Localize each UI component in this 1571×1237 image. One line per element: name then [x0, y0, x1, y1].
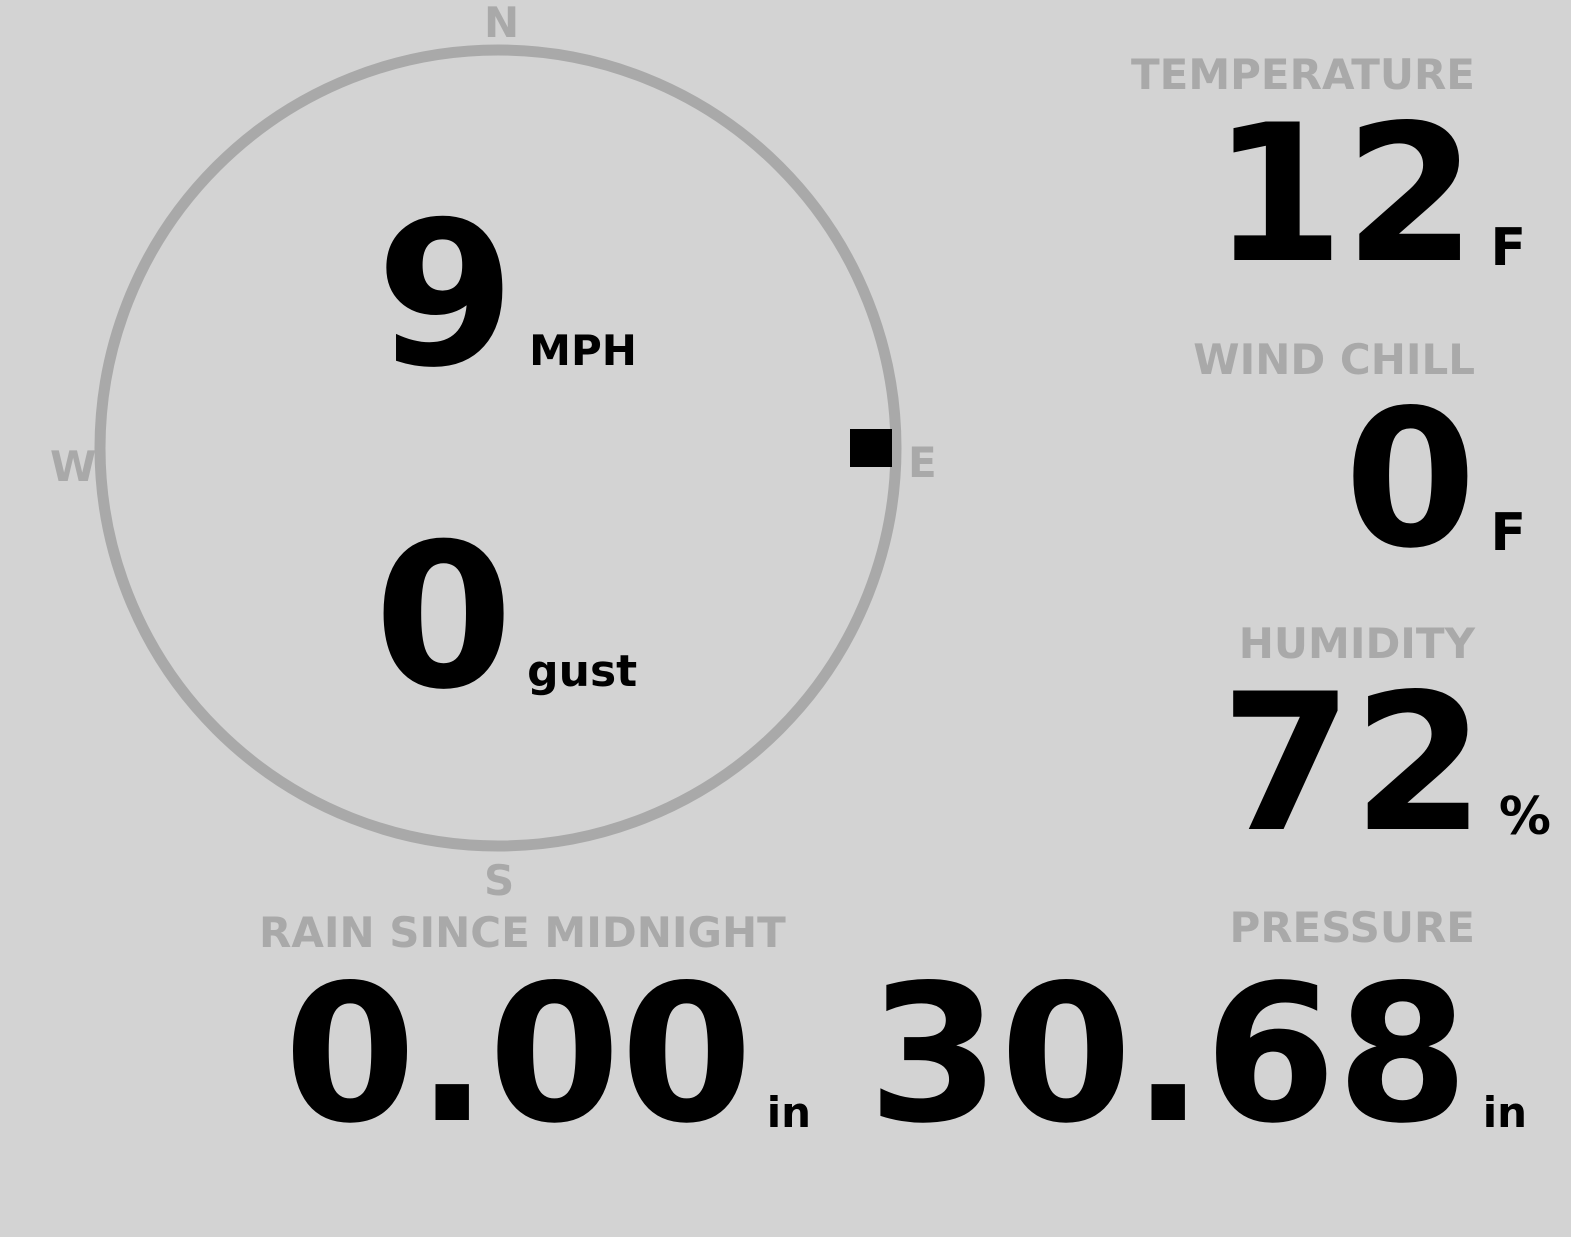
humidity-value: 72	[1220, 653, 1485, 874]
rain-value: 0.00	[283, 944, 753, 1165]
pressure-value: 30.68	[867, 944, 1469, 1165]
wind-chill-unit: F	[1490, 503, 1526, 563]
humidity-row: 72 %	[1220, 669, 1551, 859]
compass-west: W	[50, 442, 97, 491]
temperature-value: 12	[1212, 84, 1477, 305]
wind-speed-row: 9 MPH	[376, 196, 637, 396]
pressure-row: 30.68 in	[868, 960, 1527, 1150]
wind-chill-value: 0	[1344, 369, 1477, 590]
wind-gust-value: 0	[374, 501, 514, 734]
wind-direction-marker	[850, 429, 892, 467]
pressure-unit: in	[1482, 1088, 1527, 1137]
rain-unit: in	[766, 1088, 811, 1137]
compass-ring	[94, 44, 902, 852]
temperature-unit: F	[1490, 218, 1526, 278]
wind-gust-row: 0 gust	[374, 518, 637, 718]
wind-compass	[94, 44, 902, 852]
temperature-row: 12 F	[1212, 100, 1526, 290]
temperature-label: TEMPERATURE	[1131, 50, 1475, 99]
wind-chill-label: WIND CHILL	[1193, 335, 1475, 384]
compass-east: E	[908, 438, 937, 487]
rain-label: RAIN SINCE MIDNIGHT	[259, 908, 786, 957]
pressure-label: PRESSURE	[1229, 903, 1475, 952]
rain-row: 0.00 in	[284, 960, 811, 1150]
humidity-unit: %	[1498, 787, 1551, 847]
wind-chill-row: 0 F	[1344, 385, 1526, 575]
wind-speed-value: 9	[376, 179, 516, 412]
compass-south: S	[484, 856, 515, 905]
wind-speed-unit: MPH	[529, 326, 637, 375]
humidity-label: HUMIDITY	[1238, 619, 1475, 668]
compass-north: N	[484, 0, 520, 47]
wind-gust-unit: gust	[527, 646, 638, 697]
